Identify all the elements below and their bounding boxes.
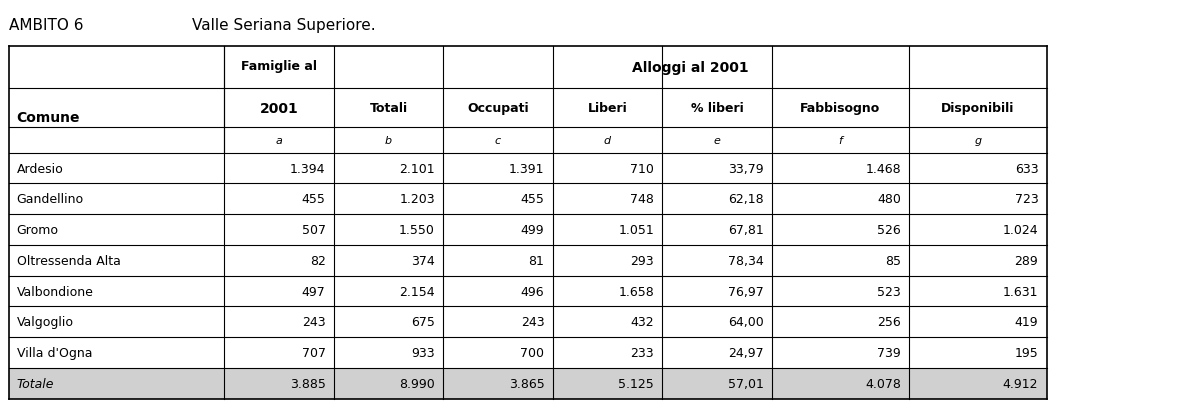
- Text: Gromo: Gromo: [17, 223, 59, 236]
- Text: 289: 289: [1015, 254, 1038, 267]
- Text: 507: 507: [302, 223, 326, 236]
- Text: 1.051: 1.051: [618, 223, 654, 236]
- Text: Liberi: Liberi: [588, 102, 628, 115]
- Text: 675: 675: [411, 316, 435, 328]
- Bar: [9, 47, 1047, 153]
- Text: Gandellino: Gandellino: [17, 193, 84, 206]
- Text: Ardesio: Ardesio: [17, 162, 64, 175]
- Text: 374: 374: [412, 254, 435, 267]
- Text: 33,79: 33,79: [728, 162, 763, 175]
- Text: 1.024: 1.024: [1003, 223, 1038, 236]
- Text: 8.990: 8.990: [399, 377, 435, 390]
- Text: 1.391: 1.391: [509, 162, 544, 175]
- Text: 85: 85: [885, 254, 900, 267]
- Text: 78,34: 78,34: [728, 254, 763, 267]
- Text: 723: 723: [1015, 193, 1038, 206]
- Text: 633: 633: [1015, 162, 1038, 175]
- Text: 933: 933: [412, 346, 435, 359]
- Text: 82: 82: [309, 254, 326, 267]
- Bar: [9, 153, 1047, 184]
- Text: 64,00: 64,00: [728, 316, 763, 328]
- Text: 455: 455: [520, 193, 544, 206]
- Text: 67,81: 67,81: [728, 223, 763, 236]
- Text: 496: 496: [520, 285, 544, 298]
- Text: g: g: [975, 136, 982, 146]
- Text: 1.658: 1.658: [618, 285, 654, 298]
- Text: % liberi: % liberi: [690, 102, 743, 115]
- Text: 256: 256: [877, 316, 900, 328]
- Text: Disponibili: Disponibili: [942, 102, 1015, 115]
- Text: 1.468: 1.468: [865, 162, 900, 175]
- Text: Comune: Comune: [17, 111, 80, 125]
- Text: 3.885: 3.885: [289, 377, 326, 390]
- Text: 1.550: 1.550: [399, 223, 435, 236]
- Text: Valbondione: Valbondione: [17, 285, 93, 298]
- Text: 2.101: 2.101: [399, 162, 435, 175]
- Text: Oltressenda Alta: Oltressenda Alta: [17, 254, 120, 267]
- Text: Totali: Totali: [369, 102, 407, 115]
- Text: 4.912: 4.912: [1003, 377, 1038, 390]
- Text: d: d: [604, 136, 611, 146]
- Text: f: f: [839, 136, 843, 146]
- Text: 739: 739: [877, 346, 900, 359]
- Text: Fabbisogno: Fabbisogno: [800, 102, 880, 115]
- Text: 243: 243: [302, 316, 326, 328]
- Text: 293: 293: [630, 254, 654, 267]
- Text: 455: 455: [302, 193, 326, 206]
- Text: 2001: 2001: [260, 101, 299, 116]
- Text: 480: 480: [877, 193, 900, 206]
- Text: c: c: [494, 136, 501, 146]
- Text: 5.125: 5.125: [618, 377, 654, 390]
- Bar: [9, 337, 1047, 368]
- Text: 707: 707: [302, 346, 326, 359]
- Text: 419: 419: [1015, 316, 1038, 328]
- Text: Totale: Totale: [17, 377, 54, 390]
- Text: b: b: [385, 136, 392, 146]
- Text: 1.631: 1.631: [1003, 285, 1038, 298]
- Bar: [9, 215, 1047, 245]
- Text: 57,01: 57,01: [728, 377, 763, 390]
- Bar: [9, 245, 1047, 276]
- Text: Occupati: Occupati: [467, 102, 529, 115]
- Text: 62,18: 62,18: [728, 193, 763, 206]
- Text: 432: 432: [630, 316, 654, 328]
- Text: 76,97: 76,97: [728, 285, 763, 298]
- Text: Valle Seriana Superiore.: Valle Seriana Superiore.: [192, 18, 376, 34]
- Bar: [9, 276, 1047, 307]
- Text: 499: 499: [520, 223, 544, 236]
- Text: Valgoglio: Valgoglio: [17, 316, 73, 328]
- Text: e: e: [714, 136, 721, 146]
- Text: Alloggi al 2001: Alloggi al 2001: [631, 61, 748, 75]
- Text: Villa d'Ogna: Villa d'Ogna: [17, 346, 92, 359]
- Text: 526: 526: [877, 223, 900, 236]
- Text: 700: 700: [520, 346, 544, 359]
- Text: 24,97: 24,97: [728, 346, 763, 359]
- Bar: [9, 368, 1047, 399]
- Bar: [9, 184, 1047, 215]
- Text: 195: 195: [1015, 346, 1038, 359]
- Text: 523: 523: [877, 285, 900, 298]
- Text: AMBITO 6: AMBITO 6: [9, 18, 84, 34]
- Text: 1.203: 1.203: [399, 193, 435, 206]
- Text: 2.154: 2.154: [399, 285, 435, 298]
- Text: 243: 243: [520, 316, 544, 328]
- Text: 81: 81: [529, 254, 544, 267]
- Text: Famiglie al: Famiglie al: [241, 60, 317, 72]
- Bar: [9, 128, 1047, 153]
- Text: 710: 710: [630, 162, 654, 175]
- Text: 748: 748: [630, 193, 654, 206]
- Bar: [9, 307, 1047, 337]
- Text: 3.865: 3.865: [509, 377, 544, 390]
- Text: 4.078: 4.078: [865, 377, 900, 390]
- Text: a: a: [276, 136, 282, 146]
- Bar: [9, 88, 334, 90]
- Text: 233: 233: [630, 346, 654, 359]
- Text: 1.394: 1.394: [290, 162, 326, 175]
- Text: 497: 497: [302, 285, 326, 298]
